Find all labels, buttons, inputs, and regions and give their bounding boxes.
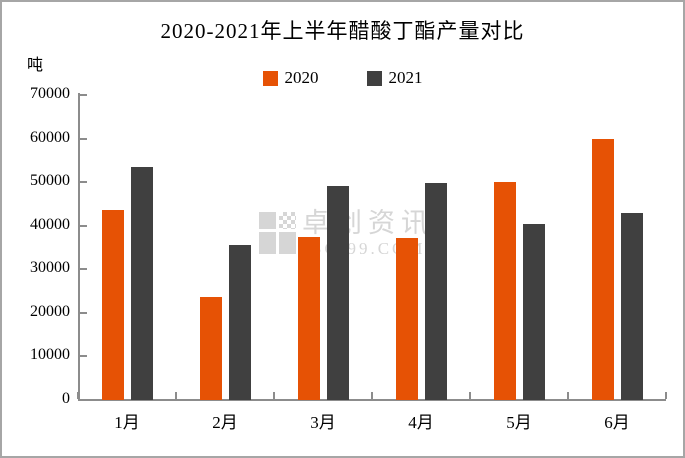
legend-swatch-2021-icon [366, 70, 382, 86]
x-axis-tick [175, 392, 177, 399]
legend: 2020 2021 [2, 68, 683, 88]
y-axis-tick-label: 60000 [30, 128, 70, 146]
y-axis-tick [80, 181, 87, 184]
bar-2020-4月 [395, 237, 418, 400]
legend-swatch-2020-icon [262, 70, 278, 86]
y-axis-tick [80, 94, 87, 96]
y-axis-tick [80, 311, 87, 314]
bar-2021-3月 [326, 186, 349, 400]
x-axis-tick [77, 392, 79, 399]
watermark-qr-icon [259, 212, 298, 256]
y-axis-tick [80, 355, 87, 358]
legend-item-2021: 2021 [366, 68, 423, 88]
bar-2021-5月 [522, 223, 545, 400]
bar-2020-1月 [101, 210, 124, 400]
y-axis-line [78, 93, 80, 400]
x-axis-category-label: 6月 [604, 413, 630, 432]
x-axis-tick [665, 392, 667, 399]
y-axis-tick-label: 70000 [30, 85, 70, 102]
y-axis-tick-label: 20000 [30, 302, 70, 320]
x-axis-tick [371, 392, 373, 399]
bar-2021-1月 [130, 167, 153, 400]
y-axis-tick-label: 50000 [30, 172, 70, 190]
watermark-text: 卓创资讯 [302, 208, 434, 238]
chart-title: 2020-2021年上半年醋酸丁酯产量对比 [160, 19, 525, 43]
legend-label-2020: 2020 [284, 68, 319, 87]
bar-2020-2月 [199, 297, 222, 400]
bar-2020-3月 [297, 236, 320, 400]
x-axis-category-label: 1月 [114, 413, 140, 432]
x-axis-category-label: 3月 [310, 413, 336, 432]
legend-item-2020: 2020 [262, 68, 319, 88]
legend-label-2021: 2021 [388, 68, 423, 87]
bar-2021-6月 [620, 213, 643, 400]
x-axis-tick [273, 392, 275, 399]
y-axis-tick-label: 30000 [30, 259, 70, 277]
bar-2021-4月 [424, 182, 447, 400]
y-axis-tick-label: 0 [62, 390, 70, 407]
bar-2020-6月 [591, 139, 614, 400]
x-axis-category-label: 2月 [212, 413, 238, 432]
y-axis-tick-label: 10000 [30, 346, 70, 364]
bar-2021-2月 [228, 245, 251, 400]
x-axis-tick [567, 392, 569, 399]
x-axis-category-label: 5月 [506, 413, 532, 432]
y-axis-tick-label: 40000 [30, 215, 70, 233]
x-axis-line [78, 399, 666, 401]
x-axis-tick [469, 392, 471, 399]
x-axis-category-label: 4月 [408, 413, 434, 432]
y-axis-tick [80, 268, 87, 271]
y-axis-tick [80, 137, 87, 140]
y-axis-tick [80, 224, 87, 227]
y-axis-unit-label: 吨 [27, 57, 44, 74]
bar-2020-5月 [493, 181, 516, 400]
